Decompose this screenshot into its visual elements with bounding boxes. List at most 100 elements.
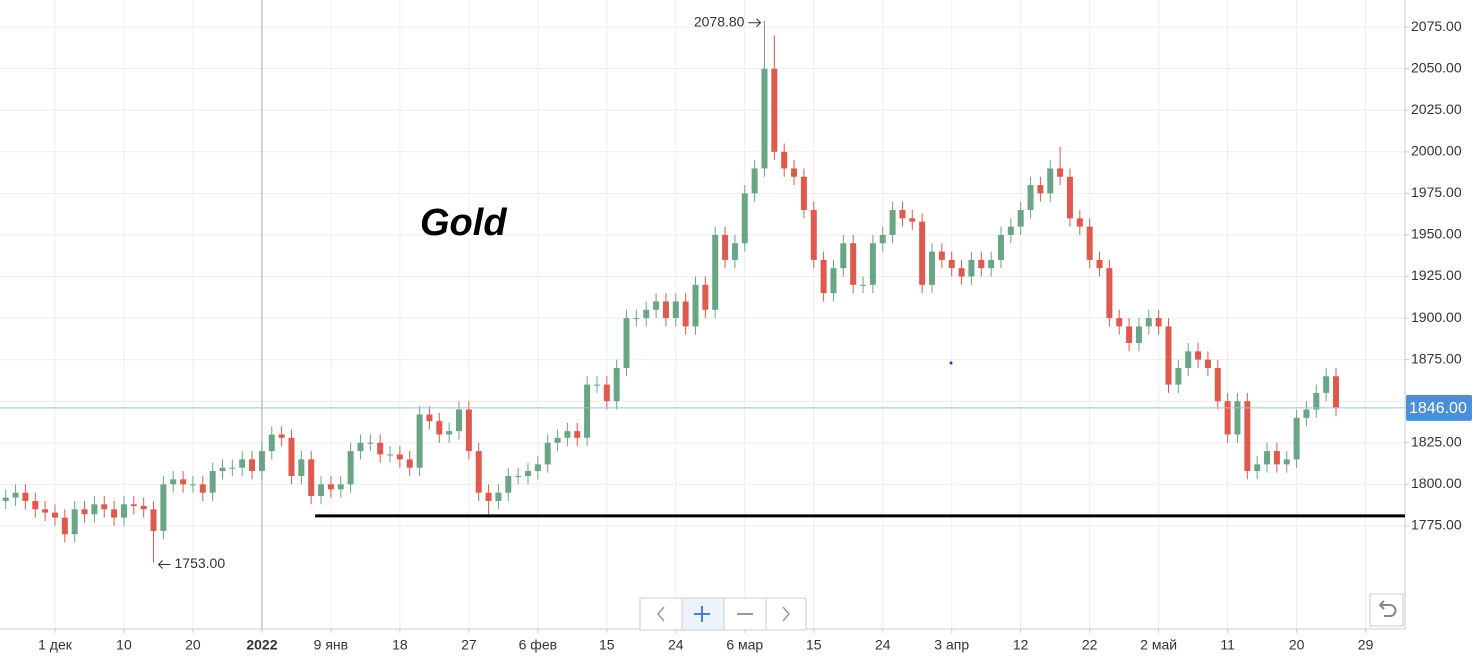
candle-body bbox=[781, 151, 788, 169]
candle-body bbox=[524, 471, 531, 477]
candle-body bbox=[1185, 351, 1192, 368]
x-tick-label: 22 bbox=[1082, 637, 1098, 653]
chart-title: Gold bbox=[420, 202, 507, 244]
dot bbox=[949, 361, 953, 365]
y-tick-label: 2075.00 bbox=[1411, 18, 1462, 34]
candle-body bbox=[869, 243, 876, 285]
x-tick-label: 2022 bbox=[246, 637, 277, 653]
candle-body bbox=[1234, 401, 1241, 435]
y-tick-label: 1825.00 bbox=[1411, 433, 1462, 449]
candle-body bbox=[1303, 409, 1310, 418]
candle-body bbox=[357, 442, 364, 452]
candle-body bbox=[318, 484, 325, 496]
candle-body bbox=[751, 168, 758, 194]
candle-body bbox=[2, 497, 9, 501]
candle-body bbox=[810, 209, 817, 260]
candle-body bbox=[633, 318, 640, 320]
x-tick-label: 18 bbox=[392, 637, 408, 653]
candle-body bbox=[209, 471, 216, 493]
candle-body bbox=[1017, 209, 1024, 227]
candle-body bbox=[722, 234, 729, 260]
candle-body bbox=[1106, 268, 1113, 319]
x-tick-label: 2 май bbox=[1140, 637, 1177, 653]
x-tick-label: 27 bbox=[461, 637, 477, 653]
candle-body bbox=[534, 464, 541, 472]
candle-body bbox=[643, 309, 650, 319]
candle-body bbox=[860, 284, 867, 286]
candle-body bbox=[1027, 185, 1034, 210]
candle-body bbox=[32, 500, 39, 510]
candle-body bbox=[61, 517, 68, 535]
candle-body bbox=[909, 218, 916, 222]
candle-body bbox=[130, 504, 137, 506]
candle-body bbox=[1145, 318, 1152, 327]
candle-body bbox=[150, 509, 157, 531]
candle-body bbox=[929, 251, 936, 285]
candle-body bbox=[485, 492, 492, 501]
candle-body bbox=[160, 484, 167, 531]
candle-body bbox=[702, 284, 709, 310]
max-label: 2078.80 bbox=[694, 13, 745, 29]
y-tick-label: 1950.00 bbox=[1411, 226, 1462, 242]
candle-body bbox=[1047, 168, 1054, 194]
candle-body bbox=[682, 301, 689, 327]
candle-body bbox=[554, 437, 561, 443]
candle-body bbox=[1076, 218, 1083, 227]
candle-body bbox=[1135, 326, 1142, 344]
candle-body bbox=[1264, 451, 1271, 465]
candle-body bbox=[81, 509, 88, 515]
candle-body bbox=[662, 301, 669, 319]
candle-body bbox=[1165, 326, 1172, 385]
candle-body bbox=[791, 168, 798, 177]
candle-body bbox=[199, 484, 206, 493]
y-tick-label: 1900.00 bbox=[1411, 309, 1462, 325]
candle-body bbox=[1283, 459, 1290, 465]
candle-body bbox=[1126, 326, 1133, 344]
x-tick-label: 15 bbox=[599, 637, 615, 653]
candle-body bbox=[170, 479, 177, 485]
min-label: 1753.00 bbox=[175, 555, 226, 571]
scroll-left[interactable] bbox=[639, 597, 683, 631]
candle-body bbox=[51, 512, 58, 518]
candle-body bbox=[653, 301, 660, 310]
last-price-label: 1846.00 bbox=[1409, 400, 1467, 417]
candle-body bbox=[180, 479, 187, 485]
candle-body bbox=[771, 68, 778, 152]
candle-body bbox=[692, 284, 699, 327]
candle-body bbox=[416, 414, 423, 468]
y-tick-label: 2025.00 bbox=[1411, 101, 1462, 117]
x-tick-label: 29 bbox=[1358, 637, 1374, 653]
x-tick-label: 3 апр bbox=[934, 637, 969, 653]
candle-body bbox=[1195, 351, 1202, 360]
x-tick-label: 20 bbox=[1289, 637, 1305, 653]
x-tick-label: 10 bbox=[116, 637, 132, 653]
candle-body bbox=[377, 442, 384, 455]
candle-body bbox=[544, 442, 551, 465]
y-tick-label: 2050.00 bbox=[1411, 59, 1462, 75]
candle-body bbox=[465, 409, 472, 452]
candle-body bbox=[308, 459, 315, 496]
candle-body bbox=[140, 505, 147, 510]
y-tick-label: 1875.00 bbox=[1411, 350, 1462, 366]
candle-body bbox=[475, 451, 482, 493]
nav-buttons bbox=[639, 593, 1404, 631]
candle-body bbox=[456, 409, 463, 432]
candle-body bbox=[239, 459, 246, 468]
y-tick-label: 1800.00 bbox=[1411, 475, 1462, 491]
candle-body bbox=[288, 437, 295, 477]
candle-body bbox=[584, 384, 591, 438]
scroll-right[interactable] bbox=[765, 597, 807, 631]
candle-body bbox=[91, 504, 98, 515]
reset-button[interactable] bbox=[1369, 593, 1404, 627]
candle-body bbox=[1254, 464, 1261, 472]
candle-body bbox=[613, 367, 620, 402]
candle-body bbox=[436, 421, 443, 435]
candle-body bbox=[1273, 451, 1280, 465]
min-arrow bbox=[157, 560, 171, 569]
candle-body bbox=[593, 384, 600, 386]
candle-body bbox=[101, 504, 108, 510]
candle-body bbox=[1086, 226, 1093, 260]
candle-body bbox=[229, 467, 236, 469]
candle-body bbox=[603, 384, 610, 402]
